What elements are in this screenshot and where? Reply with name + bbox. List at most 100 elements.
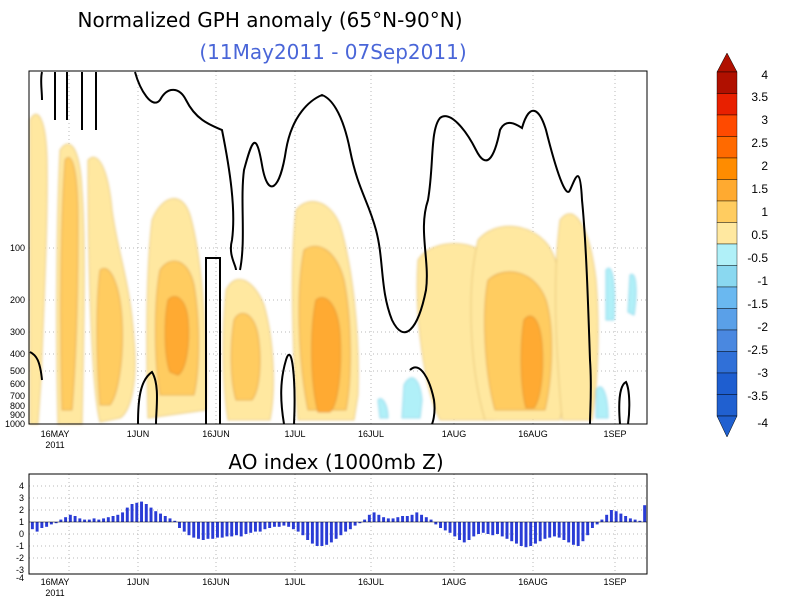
- y-tick-label: 3: [19, 493, 24, 503]
- ao-bar: [102, 518, 106, 522]
- ao-bar: [633, 519, 637, 522]
- ao-bar: [173, 520, 177, 522]
- ao-bar: [524, 522, 528, 548]
- ao-bar: [386, 518, 390, 522]
- ao-bar: [557, 522, 561, 538]
- ao-bar: [159, 513, 162, 522]
- x-tick-label: 16MAY: [41, 429, 70, 439]
- anomaly-blob: [595, 386, 609, 419]
- ao-bar: [244, 522, 248, 534]
- ao-bar: [130, 504, 134, 522]
- ao-bar: [106, 517, 110, 522]
- anomaly-blob: [605, 267, 615, 321]
- ao-bar: [410, 514, 414, 522]
- heatmap-x-axis: 16MAY 2011 1JUN 16JUN 1JUL 16JUL 1AUG 16…: [41, 429, 627, 450]
- ao-bar: [320, 522, 324, 546]
- x-tick-label: 16MAY: [41, 577, 70, 587]
- ao-bar: [59, 519, 63, 522]
- ao-bar: [192, 522, 196, 538]
- colorbar-swatch: [716, 179, 738, 202]
- x-year-label: 2011: [45, 440, 64, 450]
- ao-bar: [377, 514, 381, 522]
- ao-bar: [334, 522, 338, 539]
- ao-bar: [253, 522, 257, 532]
- ao-bar: [486, 522, 490, 534]
- ao-bar: [543, 522, 547, 539]
- ao-bar: [491, 522, 495, 536]
- colorbar-label: -3.5: [747, 389, 768, 403]
- ao-bar: [154, 511, 158, 522]
- ao-bar: [363, 519, 367, 522]
- y-tick-label: 300: [10, 327, 25, 337]
- ao-bar: [144, 504, 148, 522]
- colorbar-label: 4: [761, 68, 768, 82]
- ao-bar: [45, 522, 49, 527]
- ao-bar: [282, 522, 286, 526]
- ao-bars: [30, 501, 647, 548]
- contour-line: [137, 370, 158, 425]
- y-tick-label: 100: [10, 243, 25, 253]
- x-tick-label: 1JUN: [127, 577, 150, 587]
- ao-bar: [638, 520, 642, 522]
- ao-bar: [472, 522, 476, 537]
- x-tick-label: 16AUG: [518, 429, 548, 439]
- anomaly-blob: [377, 398, 389, 419]
- colorbar: 4 3.5 3 2.5 2 1.5 1 0.5 -0.5 -1 -1.5 -2 …: [716, 52, 768, 438]
- colorbar-boxes: [716, 71, 738, 417]
- x-tick-label: 16JUN: [202, 429, 230, 439]
- ao-bar: [533, 522, 537, 544]
- ao-bar: [310, 522, 314, 544]
- anomaly-blob: [401, 377, 423, 419]
- ao-bar: [234, 522, 238, 536]
- y-tick-label: 4: [19, 481, 24, 491]
- anomaly-blob: [230, 313, 261, 401]
- ao-bar: [49, 522, 53, 525]
- ao-bar: [529, 522, 533, 546]
- ao-bar: [458, 522, 461, 540]
- contour-line: [29, 351, 43, 381]
- ao-bar: [519, 522, 523, 546]
- ao-bar: [401, 516, 405, 522]
- y-tick-label: 1000: [5, 419, 25, 429]
- ao-bar: [263, 522, 267, 530]
- ao-bar: [268, 522, 272, 528]
- ao-bar: [83, 519, 87, 522]
- y-tick-label: 2: [19, 505, 24, 515]
- ao-bar: [216, 522, 219, 538]
- colorbar-swatch: [716, 308, 738, 331]
- ao-bar: [358, 522, 362, 524]
- ao-bar: [448, 522, 452, 533]
- ao-bar: [201, 522, 205, 540]
- colorbar-label: 1.5: [751, 182, 768, 196]
- ao-bar: [605, 514, 609, 522]
- ao-bar: [78, 518, 82, 522]
- colorbar-label: -1: [757, 274, 768, 288]
- ao-bar: [382, 517, 386, 522]
- ao-bar: [301, 522, 305, 536]
- ao-grid: [29, 474, 647, 574]
- colorbar-swatch: [716, 351, 738, 374]
- ao-x-axis: 16MAY 2011 1JUN 16JUN 1JUL 16JUL 1AUG 16…: [41, 577, 627, 598]
- ao-bar: [467, 522, 471, 540]
- x-tick-label: 1JUN: [127, 429, 150, 439]
- colorbar-swatch: [716, 136, 738, 159]
- anomaly-blob: [29, 113, 48, 425]
- ao-bar: [272, 522, 276, 527]
- ao-bar: [149, 507, 153, 522]
- ao-bar: [306, 522, 310, 540]
- y-tick-label: 0: [19, 529, 24, 539]
- colorbar-label: 0.5: [751, 228, 768, 242]
- ao-bar: [325, 522, 329, 545]
- ao-bar: [140, 501, 143, 522]
- ao-bar: [178, 522, 181, 528]
- ao-bar: [609, 510, 613, 522]
- ao-bar: [496, 522, 499, 534]
- ao-bar: [329, 522, 333, 543]
- colorbar-swatch: [716, 243, 738, 266]
- ao-bar: [73, 516, 77, 522]
- ao-bar: [453, 522, 457, 537]
- colorbar-swatch: [716, 286, 738, 309]
- colorbar-label: -2.5: [747, 343, 768, 357]
- ao-frame: [28, 473, 648, 575]
- ao-bar: [548, 522, 552, 538]
